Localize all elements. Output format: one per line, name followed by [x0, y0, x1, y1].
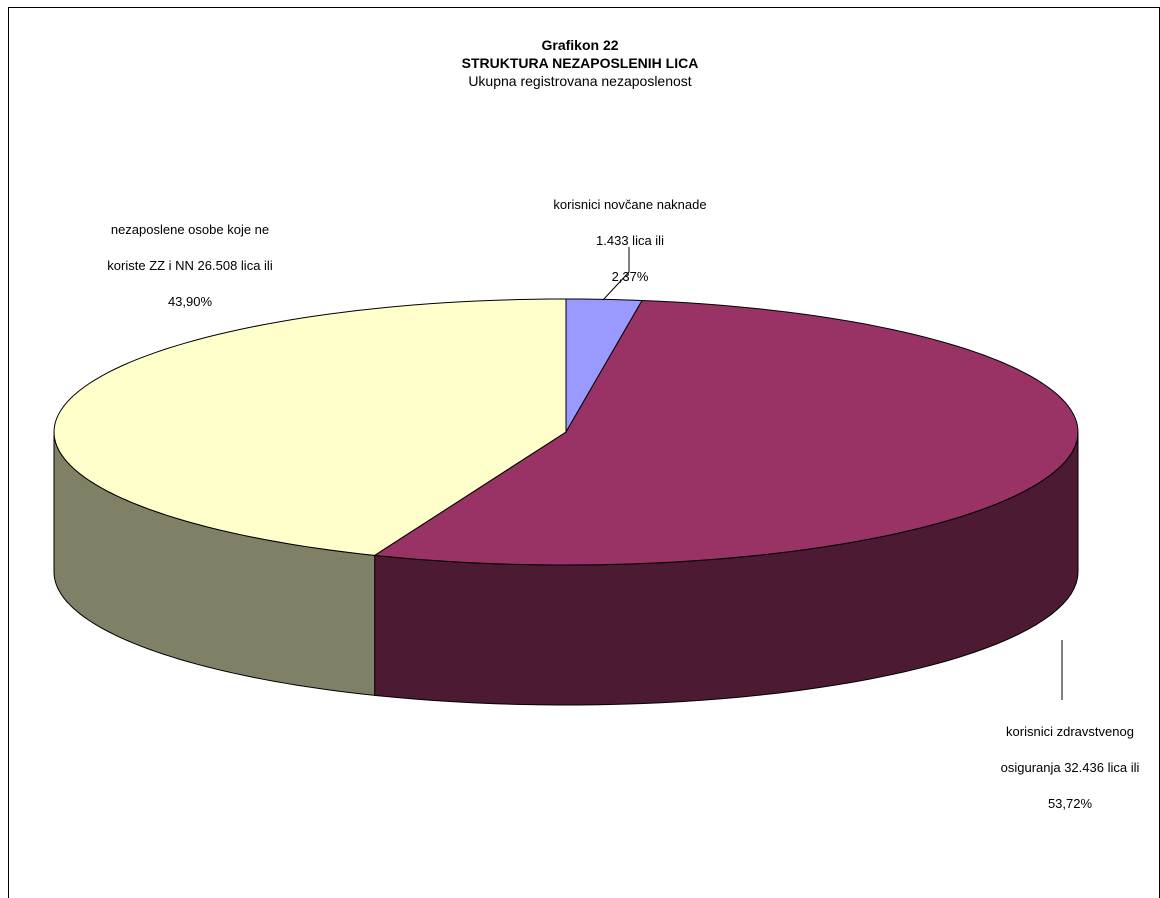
slice-label-2: nezaposlene osobe koje ne koriste ZZ i N… — [40, 203, 340, 329]
chart-subtitle-2: Ukupna registrovana nezaposlenost — [468, 73, 692, 89]
slice-label-2-line-3: 43,90% — [167, 294, 213, 309]
slice-label-1-line-1: korisnici zdravstvenog — [1006, 724, 1134, 739]
chart-title-block: Grafikon 22 STRUKTURA NEZAPOSLENIH LICA … — [0, 36, 1160, 90]
slice-label-1: korisnici zdravstvenog osiguranja 32.436… — [970, 705, 1160, 831]
pie-slice-2 — [53, 298, 567, 556]
slice-label-0: korisnici novčane naknade 1.433 lica ili… — [480, 178, 780, 304]
slice-label-2-line-2: koriste ZZ i NN 26.508 lica ili — [107, 258, 273, 273]
pie-slice-1 — [373, 299, 1079, 566]
slice-label-2-line-1: nezaposlene osobe koje ne — [110, 222, 270, 237]
slice-label-0-line-2: 1.433 lica ili — [596, 233, 664, 248]
slice-label-0-line-1: korisnici novčane naknade — [553, 197, 707, 212]
leader-line-0 — [602, 247, 630, 301]
slice-label-1-line-3: 53,72% — [1047, 796, 1093, 811]
slice-label-0-line-3: 2,37% — [611, 269, 649, 284]
slice-label-1-line-2: osiguranja 32.436 lica ili — [1000, 760, 1140, 775]
chart-subtitle: STRUKTURA NEZAPOSLENIH LICA — [461, 55, 699, 71]
chart-title: Grafikon 22 — [541, 37, 619, 53]
